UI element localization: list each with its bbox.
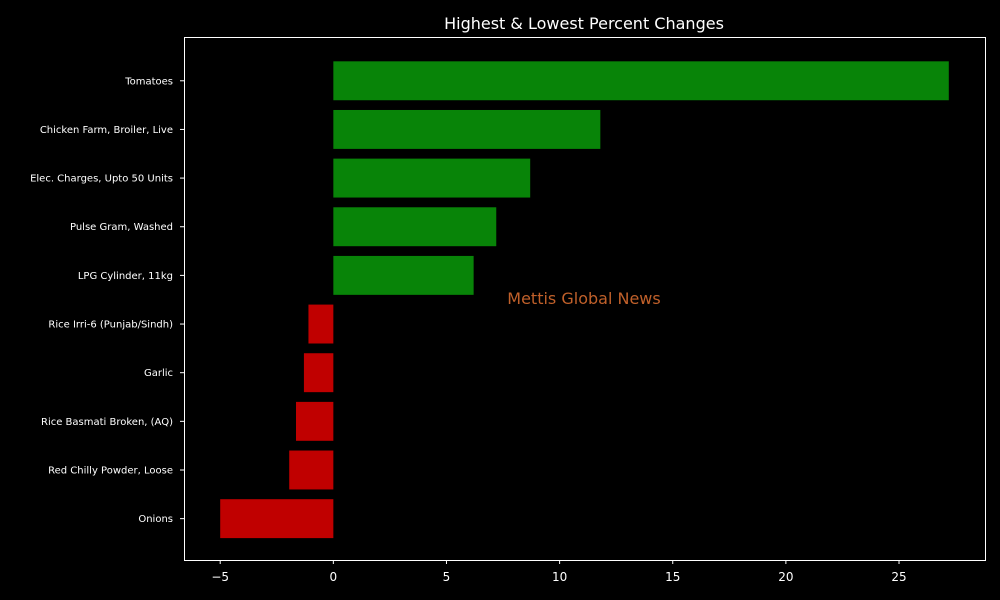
y-tick-label: Elec. Charges, Upto 50 Units bbox=[30, 174, 173, 185]
watermark-text: Mettis Global News bbox=[507, 289, 660, 308]
bars-layer bbox=[220, 61, 949, 539]
x-tick-label: 10 bbox=[552, 570, 567, 584]
chart-title: Highest & Lowest Percent Changes bbox=[444, 14, 724, 33]
y-tick-label: Tomatoes bbox=[124, 76, 173, 87]
y-tick-label: Onions bbox=[138, 514, 173, 525]
y-tick-label: Chicken Farm, Broiler, Live bbox=[40, 125, 173, 136]
plot-frame bbox=[184, 37, 986, 561]
y-tick-label: Pulse Gram, Washed bbox=[70, 222, 173, 233]
bar bbox=[220, 499, 334, 539]
y-tick-label: Rice Irri-6 (Punjab/Sindh) bbox=[48, 320, 173, 331]
x-tick-label: 15 bbox=[665, 570, 680, 584]
y-tick-label: LPG Cylinder, 11kg bbox=[78, 271, 173, 282]
bar bbox=[333, 61, 949, 101]
x-tick-label: −5 bbox=[211, 570, 229, 584]
bar bbox=[296, 401, 334, 441]
x-tick-label: 5 bbox=[443, 570, 451, 584]
bar bbox=[333, 207, 497, 247]
y-tick-label: Rice Basmati Broken, (AQ) bbox=[41, 417, 173, 428]
y-tick-label: Red Chilly Powder, Loose bbox=[48, 465, 173, 476]
y-axis: Tomatoes Chicken Farm, Broiler, Live Elec.… bbox=[30, 76, 184, 525]
bar bbox=[303, 353, 334, 393]
x-tick-label: 0 bbox=[330, 570, 338, 584]
x-tick-label: 20 bbox=[778, 570, 793, 584]
x-axis: −5 0 5 10 15 20 25 bbox=[211, 560, 907, 584]
bar bbox=[333, 255, 474, 295]
x-tick-label: 25 bbox=[891, 570, 906, 584]
bar bbox=[333, 109, 601, 149]
y-tick-label: Garlic bbox=[144, 368, 173, 379]
bar bbox=[308, 304, 334, 344]
bar bbox=[333, 158, 531, 198]
bar bbox=[289, 450, 334, 490]
